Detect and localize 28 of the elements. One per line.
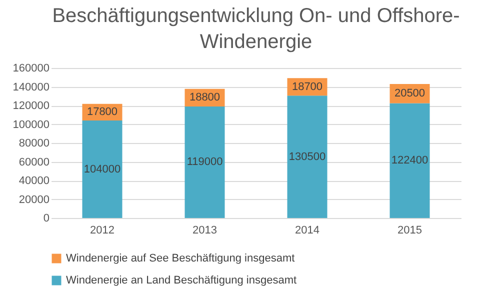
y-tick-label: 140000: [12, 81, 50, 94]
x-tick-label: 2013: [192, 224, 217, 236]
y-tick-label: 80000: [18, 138, 50, 150]
y-tick-label: 40000: [18, 175, 50, 187]
bar: [82, 120, 122, 218]
y-tick-label: 60000: [18, 156, 50, 168]
data-label: 20500: [394, 88, 426, 100]
y-tick-label: 120000: [12, 100, 50, 112]
data-label: 18800: [189, 92, 220, 104]
legend-label: Windenergie an Land Beschäftigung insgesamt: [66, 274, 297, 286]
y-tick-label: 0: [43, 212, 50, 224]
data-label: 17800: [86, 106, 118, 118]
y-tick-label: 100000: [12, 118, 50, 131]
y-tick-label: 160000: [12, 62, 50, 74]
data-label: 122400: [391, 154, 428, 167]
chart-title: Beschäftigungsentwicklung On- und Offshore-Windenergie: [52, 5, 460, 53]
data-label: 104000: [84, 163, 121, 176]
legend-label: Windenergie auf See Beschäftigung insgesamt: [66, 252, 295, 264]
data-label: 130500: [288, 150, 326, 163]
x-tick-label: 2014: [295, 224, 320, 236]
data-label: 119000: [186, 156, 223, 168]
data-label: 18700: [292, 80, 323, 93]
x-tick-label: 2015: [398, 224, 422, 236]
y-tick-label: 20000: [18, 194, 50, 206]
bar: [184, 106, 225, 218]
x-tick-label: 2012: [90, 224, 114, 236]
bar: [287, 96, 328, 218]
bar: [390, 103, 430, 218]
